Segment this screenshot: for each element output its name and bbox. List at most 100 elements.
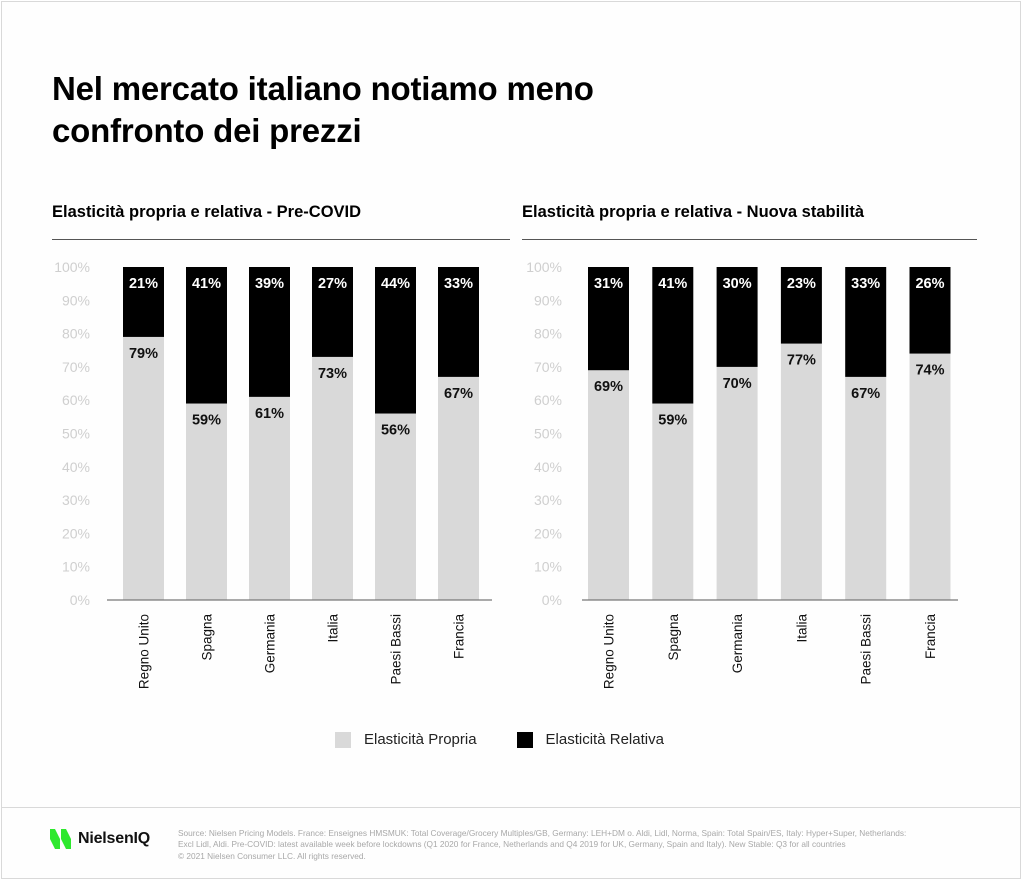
page-title-line-1: Nel mercato italiano notiamo meno <box>52 70 594 107</box>
y-tick-label: 50% <box>62 426 90 442</box>
x-tick-label: Francia <box>452 614 467 660</box>
data-label-propria: 56% <box>381 423 410 439</box>
bar-relativa <box>312 267 353 357</box>
source-line-1: Source: Nielsen Pricing Models. France: … <box>178 828 907 838</box>
bar-propria <box>588 370 629 600</box>
bar-relativa <box>123 267 164 337</box>
y-tick-label: 30% <box>62 492 90 508</box>
bar-propria <box>780 343 822 600</box>
legend-label-propria: Elasticità Propria <box>364 731 477 748</box>
bar-propria <box>186 403 227 600</box>
page-title-line-2: confronto dei prezzi <box>52 112 362 149</box>
y-tick-label: 0% <box>70 592 90 608</box>
y-tick-label: 80% <box>62 326 90 342</box>
bar-propria <box>375 413 416 600</box>
chart-title-nuova-stabilita: Elasticità propria e relativa - Nuova st… <box>522 203 865 221</box>
y-tick-label: 60% <box>62 392 90 408</box>
bar-propria <box>249 396 290 600</box>
y-tick-label: 80% <box>534 326 562 342</box>
bar-relativa <box>588 267 629 371</box>
data-label-relativa: 23% <box>787 276 816 292</box>
legend-item-propria: Elasticità Propria <box>335 731 477 748</box>
x-tick-label: Italia <box>326 614 341 643</box>
bar-propria <box>716 366 758 600</box>
source-line-2: Excl Lidl, Aldi. Pre-COVID: latest avail… <box>178 839 846 850</box>
y-tick-label: 50% <box>534 426 562 442</box>
data-label-propria: 69% <box>594 379 623 395</box>
data-label-relativa: 30% <box>723 276 752 292</box>
x-tick-label: Spagna <box>666 614 681 661</box>
y-tick-label: 100% <box>54 259 90 275</box>
bar-relativa <box>909 267 951 354</box>
data-label-propria: 70% <box>723 376 752 392</box>
legend-item-relativa: Elasticità Relativa <box>516 731 664 748</box>
y-tick-label: 70% <box>62 359 90 375</box>
page-title: Nel mercato italiano notiamo meno confro… <box>52 68 812 152</box>
data-label-propria: 67% <box>851 386 880 402</box>
data-label-relativa: 33% <box>851 276 880 292</box>
nielseniq-logo-text: NielsenIQ <box>78 830 151 847</box>
bar-relativa <box>652 267 694 404</box>
data-label-propria: 79% <box>129 346 158 362</box>
x-tick-label: Paesi Bassi <box>389 614 404 685</box>
legend-swatch-propria <box>335 731 351 748</box>
x-tick-label: Francia <box>923 614 938 660</box>
data-label-relativa: 41% <box>658 276 687 292</box>
bar-relativa <box>186 267 227 404</box>
x-tick-label: Paesi Bassi <box>859 614 874 685</box>
y-tick-label: 60% <box>534 392 562 408</box>
bar-propria <box>845 376 887 600</box>
source-note: Source: Nielsen Pricing Models. France: … <box>178 828 968 862</box>
y-tick-label: 100% <box>526 259 562 275</box>
bar-relativa <box>438 267 479 377</box>
bar-propria <box>123 336 164 600</box>
chart-pre-covid: 0% 10% 20% 30% 40% 50% 60% 70% 80% 90% 100% 21% 79% R… <box>54 259 492 689</box>
bar-propria <box>652 403 694 600</box>
data-label-propria: 77% <box>787 353 816 369</box>
bar-propria <box>909 353 951 600</box>
data-label-propria: 73% <box>318 366 347 382</box>
chart-title-rule-pre-covid <box>52 239 510 240</box>
x-tick-label: Italia <box>794 614 809 643</box>
x-tick-label: Germania <box>263 614 278 674</box>
y-tick-label: 40% <box>534 459 562 475</box>
x-tick-label: Regno Unito <box>137 614 152 689</box>
bar-relativa <box>780 267 822 344</box>
y-tick-label: 10% <box>62 559 90 575</box>
chart-title-pre-covid: Elasticità propria e relativa - Pre-COVI… <box>52 203 362 221</box>
data-label-relativa: 33% <box>444 276 473 292</box>
y-tick-label: 20% <box>534 525 562 541</box>
data-label-propria: 67% <box>444 386 473 402</box>
bar-relativa <box>716 267 758 367</box>
data-label-propria: 59% <box>658 413 687 429</box>
legend-label-relativa: Elasticità Relativa <box>545 731 664 748</box>
data-label-propria: 61% <box>255 406 284 422</box>
legend: Elasticità Propria Elasticità Relativa <box>335 731 704 748</box>
y-tick-label: 90% <box>62 292 90 308</box>
x-tick-label: Germania <box>730 614 745 674</box>
data-label-propria: 59% <box>192 413 221 429</box>
nielseniq-logo: NielsenIQ <box>50 829 150 849</box>
data-label-propria: 74% <box>915 363 944 379</box>
y-tick-label: 10% <box>534 559 562 575</box>
y-tick-label: 90% <box>534 292 562 308</box>
bar-relativa <box>845 267 887 377</box>
bar-relativa <box>249 267 290 397</box>
bar-propria <box>438 376 479 600</box>
y-tick-label: 30% <box>534 492 562 508</box>
data-label-relativa: 21% <box>129 276 158 292</box>
footer-divider <box>2 807 1020 808</box>
data-label-relativa: 27% <box>318 276 347 292</box>
bar-propria <box>312 356 353 600</box>
y-tick-label: 20% <box>62 525 90 541</box>
y-tick-label: 70% <box>534 359 562 375</box>
x-tick-label: Spagna <box>200 614 215 661</box>
nielseniq-logo-icon <box>50 829 71 849</box>
source-line-3: © 2021 Nielsen Consumer LLC. All rights … <box>178 850 366 861</box>
data-label-relativa: 26% <box>915 276 944 292</box>
data-label-relativa: 31% <box>594 276 623 292</box>
data-label-relativa: 44% <box>381 276 410 292</box>
chart-title-rule-nuova-stabilita <box>522 239 977 240</box>
chart-nuova-stabilita: 0% 10% 20% 30% 40% 50% 60% 70% 80% 90% 100% 31% 69% R… <box>526 259 958 689</box>
